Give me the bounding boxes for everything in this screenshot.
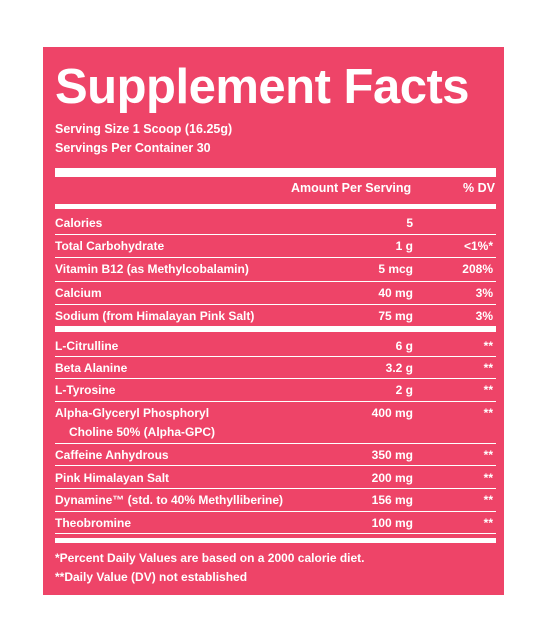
ingredient-row: Caffeine Anhydrous 350 mg ** [55,447,496,466]
row-daily-value: 208% [462,262,493,276]
supplement-facts-panel: Supplement Facts Serving Size 1 Scoop (1… [43,47,504,595]
row-amount: 5 mcg [378,262,413,276]
thick-divider-header [55,204,496,209]
row-name: Beta Alanine [55,361,128,375]
row-daily-value: ** [483,516,493,530]
row-amount: 200 mg [371,471,413,485]
thick-divider-middle [55,327,496,332]
row-name: L-Citrulline [55,339,119,353]
row-daily-value: 3% [475,309,493,323]
ingredient-row: L-Tyrosine 2 g ** [55,382,496,402]
thick-divider-bottom [55,538,496,543]
nutrient-row: Calories 5 [55,215,496,235]
row-daily-value: ** [483,448,493,462]
row-name: Alpha-Glyceryl Phosphoryl [55,406,210,420]
ingredient-row: Beta Alanine 3.2 g ** [55,360,496,379]
footnote-dv-not-established: **Daily Value (DV) not established [55,570,248,584]
row-name: Calories [55,216,103,230]
row-daily-value: <1%* [463,239,493,253]
nutrient-row: Calcium 40 mg 3% [55,285,496,305]
footnote-daily-values: *Percent Daily Values are based on a 200… [55,551,365,565]
row-name: Dynamine™ (std. to 40% Methylliberine) [55,493,284,507]
row-name: Sodium (from Himalayan Pink Salt) [55,309,255,323]
row-amount: 100 mg [371,516,413,530]
row-amount: 40 mg [378,286,413,300]
ingredient-row: L-Citrulline 6 g ** [55,338,496,357]
row-daily-value: ** [483,339,493,353]
row-amount: 5 [406,216,413,230]
ingredient-row: Alpha-Glyceryl Phosphoryl Choline 50% (Al… [55,405,496,444]
row-name: Caffeine Anhydrous [55,448,169,462]
servings-per-container: Servings Per Container 30 [55,141,211,155]
row-name: L-Tyrosine [55,383,116,397]
header-percent-dv: % DV [463,181,495,195]
row-amount: 75 mg [378,309,413,323]
row-amount: 156 mg [371,493,413,507]
row-daily-value: 3% [475,286,493,300]
header-amount-per-serving: Amount Per Serving [291,181,412,195]
nutrient-row: Vitamin B12 (as Methylcobalamin) 5 mcg 208… [55,261,496,282]
nutrient-row: Sodium (from Himalayan Pink Salt) 75 mg 3% [55,308,496,327]
row-daily-value: ** [483,361,493,375]
row-name: Pink Himalayan Salt [55,471,170,485]
row-name: Calcium [55,286,102,300]
row-amount: 6 g [395,339,413,353]
row-daily-value: ** [483,406,493,420]
ingredient-row: Theobromine 100 mg ** [55,515,496,534]
ingredient-row: Dynamine™ (std. to 40% Methylliberine) 15… [55,492,496,512]
row-name-continued: Choline 50% (Alpha-GPC) [69,425,216,439]
row-name: Total Carbohydrate [55,239,165,253]
row-amount: 2 g [395,383,413,397]
row-daily-value: ** [483,471,493,485]
row-amount: 400 mg [371,406,413,420]
row-daily-value: ** [483,383,493,397]
serving-size: Serving Size 1 Scoop (16.25g) [55,122,233,136]
row-amount: 350 mg [371,448,413,462]
row-amount: 3.2 g [385,361,413,375]
row-daily-value: ** [483,493,493,507]
nutrient-row: Total Carbohydrate 1 g <1%* [55,238,496,258]
thick-divider-top [55,168,496,177]
row-amount: 1 g [395,239,413,253]
row-name: Theobromine [55,516,132,530]
row-name: Vitamin B12 (as Methylcobalamin) [55,262,249,276]
label-title: Supplement Facts [55,60,470,114]
ingredient-row: Pink Himalayan Salt 200 mg ** [55,470,496,489]
